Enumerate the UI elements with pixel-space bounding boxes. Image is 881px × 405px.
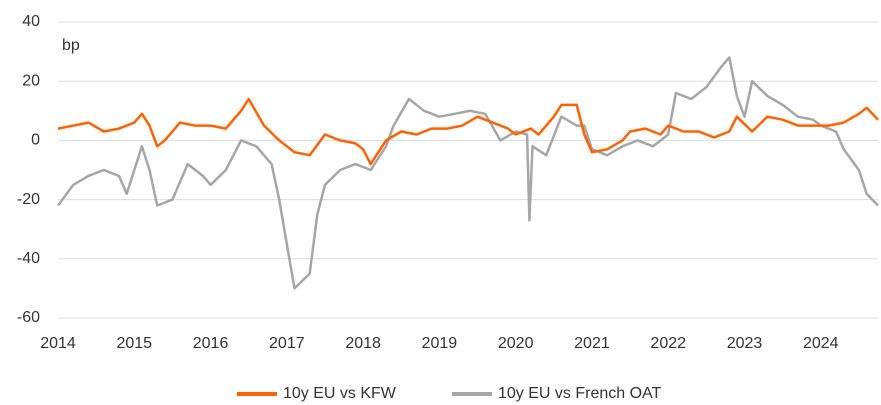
x-tick-label: 2015	[116, 335, 152, 352]
y-tick-label: -20	[17, 191, 40, 208]
legend-label: 10y EU vs French OAT	[498, 385, 662, 402]
y-tick-label: 0	[31, 132, 40, 149]
series-line	[56, 56, 879, 290]
x-tick-label: 2019	[422, 335, 458, 352]
x-tick-label: 2024	[803, 335, 839, 352]
y-tick-label: 40	[22, 13, 40, 30]
legend-label: 10y EU vs KFW	[283, 385, 397, 402]
x-tick-label: 2016	[193, 335, 229, 352]
x-tick-label: 2018	[345, 335, 381, 352]
series-line	[57, 97, 879, 166]
y-tick-label: -40	[17, 250, 40, 267]
x-tick-label: 2022	[650, 335, 686, 352]
x-tick-label: 2014	[40, 335, 76, 352]
x-tick-label: 2023	[727, 335, 763, 352]
y-tick-label: 20	[22, 72, 40, 89]
x-tick-label: 2020	[498, 335, 534, 352]
x-tick-label: 2021	[574, 335, 610, 352]
x-tick-label: 2017	[269, 335, 305, 352]
y-axis-label: bp	[62, 37, 80, 54]
y-tick-label: -60	[17, 309, 40, 326]
